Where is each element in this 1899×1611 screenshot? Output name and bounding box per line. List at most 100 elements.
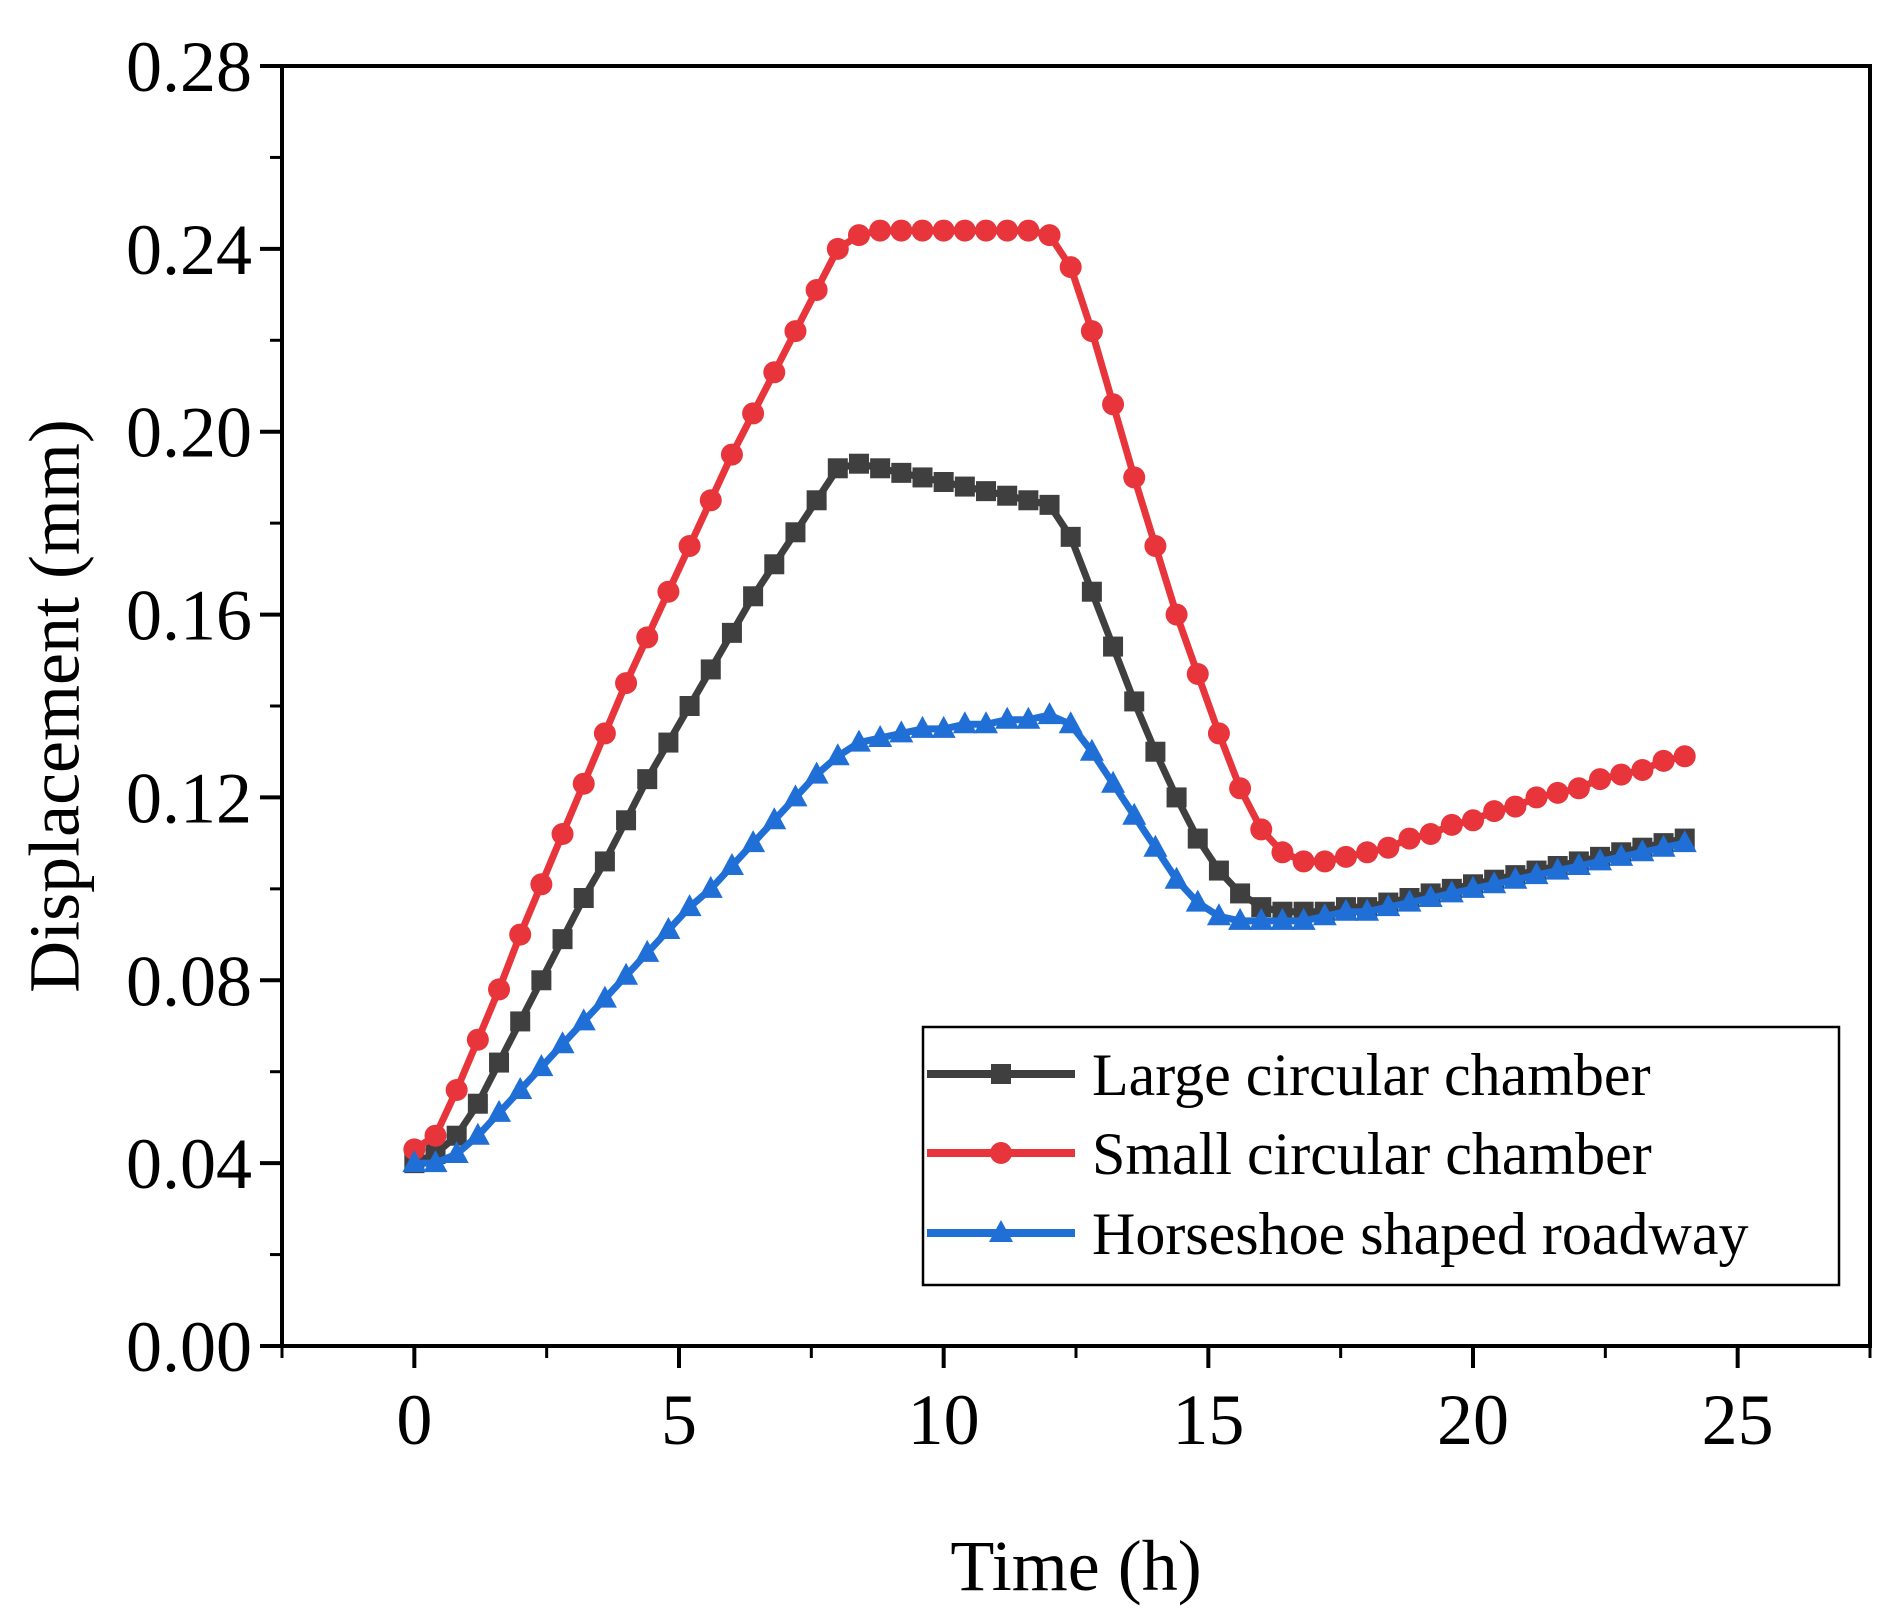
data-point: [1101, 770, 1126, 793]
data-point: [1546, 781, 1569, 804]
data-point: [826, 237, 849, 260]
data-point: [1206, 903, 1231, 926]
data-point: [1651, 834, 1676, 857]
data-point: [721, 622, 742, 643]
data-point: [1588, 848, 1613, 871]
x-tick-label: 15: [1172, 1380, 1244, 1460]
data-point: [446, 1125, 467, 1146]
data-point: [1060, 526, 1081, 547]
data-point: [912, 467, 933, 488]
data-point: [1461, 875, 1485, 898]
data-point: [1525, 786, 1548, 809]
data-point: [1187, 828, 1208, 849]
data-point: [1355, 898, 1380, 921]
data-point: [805, 279, 828, 301]
data-point: [637, 769, 658, 790]
data-point: [487, 1099, 512, 1122]
data-point: [592, 985, 617, 1008]
data-point: [1039, 494, 1060, 515]
data-point: [423, 1150, 448, 1173]
legend-item: Small circular chamber: [927, 1121, 1652, 1187]
legend-item: Large circular chamber: [927, 1042, 1651, 1108]
data-point: [1313, 850, 1336, 873]
data-point: [489, 1052, 510, 1073]
data-point: [1377, 836, 1400, 859]
data-point: [1230, 883, 1251, 904]
data-point: [847, 224, 870, 247]
data-point: [1145, 741, 1166, 762]
data-point: [1165, 603, 1188, 626]
data-point: [741, 830, 766, 853]
legend-box: [921, 1025, 1841, 1287]
data-point: [1631, 759, 1654, 781]
x-tick-label: 25: [1702, 1380, 1774, 1460]
data-point: [911, 219, 934, 242]
data-point: [699, 489, 722, 512]
legend-label: Small circular chamber: [1092, 1121, 1652, 1187]
y-tick-label: 0.28: [126, 27, 252, 107]
x-tick-label: 0: [396, 1380, 432, 1460]
data-point: [1102, 393, 1125, 416]
data-point: [1312, 903, 1337, 926]
legend-marker: [991, 1064, 1011, 1084]
data-point: [1017, 219, 1040, 242]
data-point: [868, 725, 893, 747]
data-point: [445, 1079, 468, 1101]
data-point: [846, 729, 871, 752]
data-point: [806, 490, 827, 511]
data-point: [870, 458, 891, 479]
data-point: [678, 535, 701, 557]
data-point: [531, 970, 552, 991]
legend-item: Horseshoe shaped roadway: [927, 1201, 1748, 1267]
data-point: [656, 917, 681, 939]
data-point: [1144, 535, 1167, 557]
data-point: [1186, 663, 1209, 685]
legend-label: Horseshoe shaped roadway: [1092, 1201, 1748, 1267]
data-point: [1334, 845, 1357, 868]
data-point: [1291, 907, 1316, 930]
data-point: [785, 522, 806, 543]
data-point: [510, 1011, 531, 1032]
data-point: [593, 722, 616, 745]
data-point: [1271, 841, 1294, 864]
data-point: [635, 939, 660, 962]
data-point: [1079, 738, 1104, 761]
data-point: [742, 402, 765, 425]
data-point: [784, 320, 807, 343]
data-point: [1504, 795, 1527, 818]
data-point: [1356, 841, 1379, 864]
data-point: [952, 711, 977, 734]
data-point: [1143, 834, 1168, 857]
data-point: [488, 978, 511, 1001]
data-point: [1630, 839, 1655, 862]
data-point: [1419, 823, 1442, 845]
data-point: [466, 1028, 489, 1051]
data-point: [1250, 818, 1273, 841]
x-tick-label: 5: [661, 1380, 697, 1460]
data-point: [1208, 860, 1229, 881]
data-point: [509, 923, 532, 946]
data-point: [975, 219, 998, 242]
plot-area: [280, 64, 1872, 1348]
data-point: [614, 962, 639, 985]
y-tick-label: 0.12: [126, 758, 252, 838]
data-point: [444, 1141, 469, 1163]
y-tick-label: 0.24: [126, 210, 252, 290]
data-point: [1567, 777, 1590, 800]
data-point: [890, 219, 913, 242]
data-point: [1038, 224, 1061, 247]
data-point: [658, 732, 679, 753]
data-point: [657, 580, 680, 603]
data-point: [467, 1093, 488, 1114]
data-point: [402, 1150, 427, 1173]
data-point: [827, 458, 848, 479]
x-tick-label: 10: [908, 1380, 980, 1460]
data-point: [1609, 843, 1634, 866]
y-tick-label: 0.16: [126, 576, 252, 656]
data-point: [976, 481, 997, 502]
data-point: [1185, 889, 1210, 912]
data-point: [698, 875, 723, 898]
data-point: [1292, 850, 1315, 873]
series-2: [402, 702, 1697, 1173]
